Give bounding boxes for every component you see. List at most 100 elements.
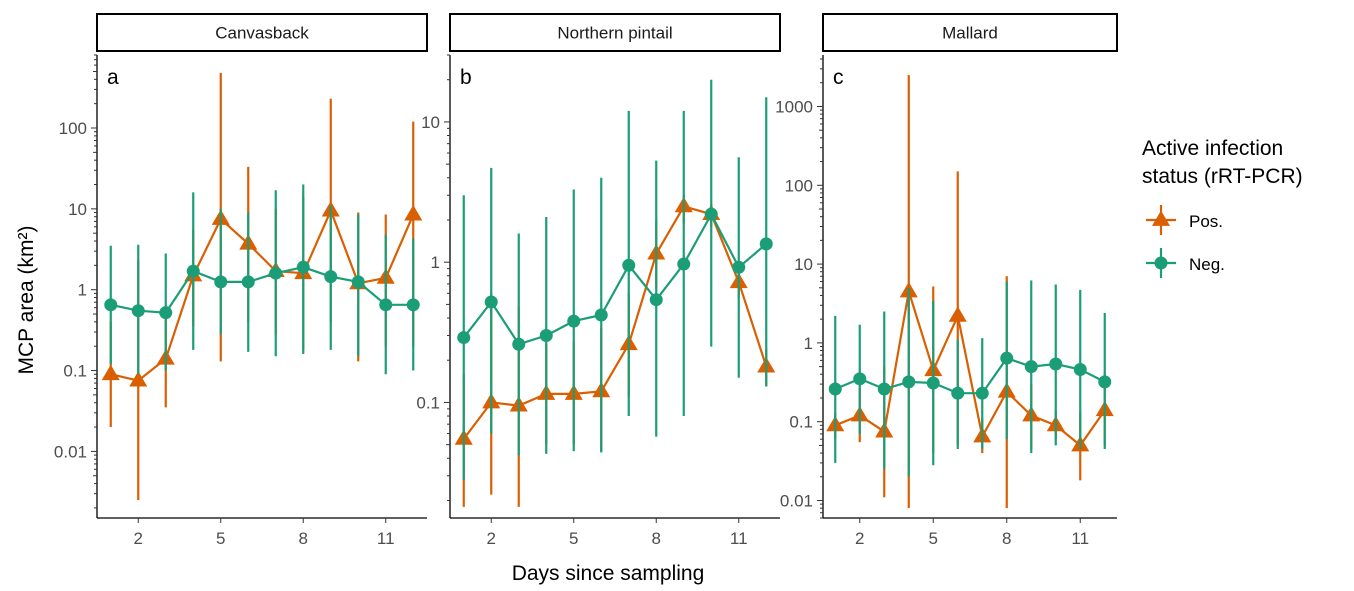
y-tick-label: 1: [78, 281, 87, 300]
legend-label-neg: Neg.: [1189, 255, 1225, 274]
data-point: [1073, 362, 1087, 376]
panel-c: Mallard c 0.01 0.1 1 10 100 1000 2 5 8 11: [775, 13, 1118, 548]
series-neg: [457, 79, 773, 480]
x-tick-label: 2: [487, 529, 496, 548]
data-point: [948, 306, 967, 322]
data-point: [214, 275, 228, 289]
data-point: [159, 306, 173, 320]
data-point: [704, 207, 718, 221]
x-tick-label: 2: [134, 529, 143, 548]
x-tick-label: 5: [216, 529, 225, 548]
strip-label: Mallard: [942, 24, 998, 43]
data-point: [101, 364, 120, 381]
data-point: [129, 371, 148, 387]
data-point: [539, 329, 553, 343]
y-tick-label: 1: [431, 253, 440, 272]
data-point: [186, 264, 200, 278]
data-point: [828, 382, 842, 396]
y-tick-label: 10: [68, 200, 87, 219]
data-point: [351, 275, 365, 289]
strip-label: Northern pintail: [557, 24, 672, 43]
panel-letter: b: [460, 66, 472, 89]
x-tick-label: 11: [1071, 529, 1089, 548]
data-point: [853, 372, 867, 386]
y-tick-label: 0.1: [63, 362, 87, 381]
legend-title-line2: status (rRT-PCR): [1142, 165, 1303, 188]
legend-title-line1: Active infection: [1142, 137, 1283, 160]
y-tick-label: 0.1: [789, 413, 813, 432]
y-tick-label: 1: [804, 334, 813, 353]
data-point: [241, 275, 255, 289]
y-tick-label: 100: [59, 119, 87, 138]
data-point: [296, 260, 310, 274]
series-neg: [828, 280, 1112, 477]
data-point: [131, 304, 145, 318]
data-point: [951, 386, 965, 400]
y-tick-label: 10: [794, 255, 813, 274]
strip-box: [449, 13, 781, 52]
data-point: [324, 270, 338, 284]
x-tick-label: 11: [377, 529, 395, 548]
series-line: [110, 266, 414, 314]
panel-letter: c: [833, 66, 844, 89]
y-tick-label: 0.01: [780, 492, 813, 511]
data-point: [759, 237, 773, 251]
series-line: [110, 207, 415, 382]
y-axis-title: MCP area (km²): [15, 226, 38, 375]
y-tick-label: 10: [421, 113, 440, 132]
series-line: [462, 211, 768, 346]
legend-key-triangle: [1151, 210, 1171, 226]
data-point: [1098, 375, 1112, 389]
y-tick-label: 0.01: [54, 442, 87, 461]
data-point: [594, 308, 608, 322]
data-point: [902, 375, 916, 389]
legend-label-pos: Pos.: [1189, 212, 1223, 231]
legend-keys: [1146, 205, 1176, 278]
data-point: [622, 258, 636, 272]
data-point: [406, 298, 420, 312]
panel-letter: a: [107, 66, 119, 89]
series-line: [462, 205, 768, 440]
data-point: [732, 260, 746, 274]
series-pos: [826, 75, 1114, 509]
data-point: [1049, 357, 1063, 371]
data-point: [404, 205, 423, 221]
x-tick-label: 8: [1002, 529, 1011, 548]
panel-a: Canvasback a 0.01 0.1 1 10 100 2 5 8 11: [54, 13, 428, 548]
data-point: [649, 293, 663, 307]
series-neg: [104, 184, 420, 375]
data-point: [677, 257, 691, 271]
legend: Active infection status (rRT-PCR) Pos. N…: [1142, 137, 1303, 278]
y-tick-label: 0.1: [416, 393, 440, 412]
x-axis-title: Days since sampling: [512, 562, 705, 585]
x-tick-label: 5: [569, 529, 578, 548]
data-point: [457, 331, 471, 345]
y-tick-label: 1000: [775, 97, 813, 116]
strip-box: [96, 13, 428, 52]
data-point: [926, 376, 940, 390]
x-tick-label: 5: [929, 529, 938, 548]
data-point: [877, 382, 891, 396]
data-point: [567, 314, 581, 328]
data-point: [975, 386, 989, 400]
data-point: [1000, 351, 1014, 365]
series-pos: [101, 72, 423, 501]
data-point: [269, 266, 283, 280]
strip-label: Canvasback: [215, 24, 309, 43]
data-point: [484, 295, 498, 309]
data-point: [512, 337, 526, 351]
series-pos: [454, 195, 776, 507]
x-tick-label: 8: [299, 529, 308, 548]
strip-box: [822, 13, 1118, 52]
panel-b: Northern pintail b 0.1 1 10 2 5 8 11: [416, 13, 781, 548]
data-point: [379, 298, 393, 312]
legend-key-circle: [1154, 256, 1168, 270]
x-tick-label: 2: [855, 529, 864, 548]
y-tick-label: 100: [785, 176, 813, 195]
x-tick-label: 11: [730, 529, 748, 548]
data-point: [1024, 360, 1038, 374]
x-tick-label: 8: [652, 529, 661, 548]
data-point: [104, 298, 118, 312]
